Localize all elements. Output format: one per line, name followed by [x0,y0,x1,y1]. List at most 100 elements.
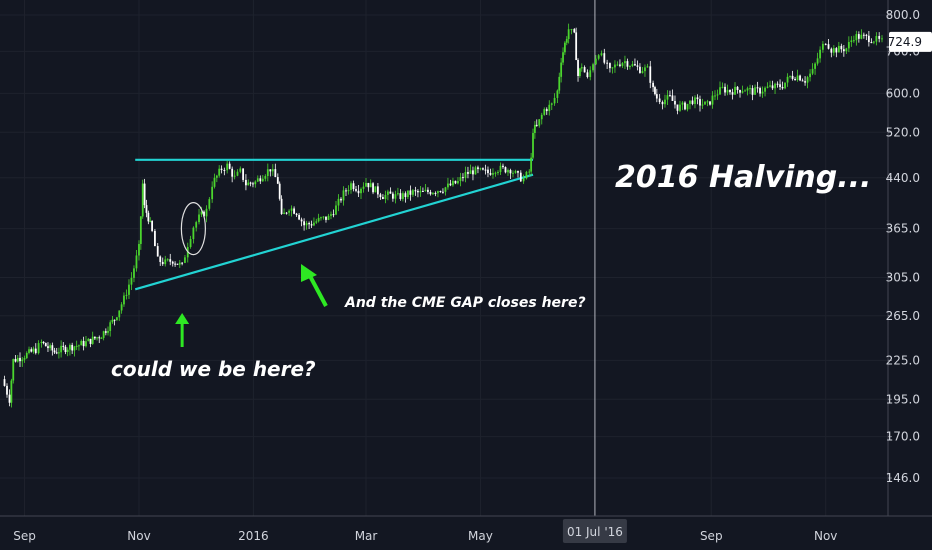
candle-body [16,357,19,362]
candle-body [290,208,293,211]
candle-body [842,49,845,52]
candle-body [669,95,671,97]
candle-body [389,191,392,194]
candle-body [729,89,731,93]
candle-body [98,337,101,339]
candle-body [600,53,603,56]
candle-body [21,359,24,362]
candle-body [573,29,576,33]
here-annotation: could we be here? [111,357,316,381]
candle-body [335,205,337,215]
candle-body [761,91,764,94]
candle-body [624,61,626,64]
candle-body [694,97,696,104]
candle-body [104,331,107,333]
candle-body [804,81,806,83]
candle-body [6,385,8,395]
candle-body [102,331,105,338]
candle-body [362,186,365,189]
candle-body [689,100,691,104]
candle-body [417,190,419,193]
candles [3,23,883,408]
price-tick-label: 800.0 [886,8,920,22]
candle-body [776,83,779,85]
candle-body [766,86,769,88]
candle-body [12,359,15,381]
candle-body [487,169,489,174]
candle-body [8,394,11,403]
candle-body [855,34,858,41]
candle-body [256,178,259,182]
candle-body [499,165,502,172]
candle-body [771,85,774,89]
candle-body [30,349,33,352]
candle-body [589,70,592,78]
candle-body [609,63,611,69]
candle-body [303,221,305,226]
candle-body [220,168,223,170]
candle-body [661,102,664,105]
time-tick-label: Sep [13,529,36,543]
candle-body [164,259,167,265]
candle-body [655,94,658,99]
candle-body [347,189,350,192]
candle-body [444,187,447,192]
candle-body [577,59,579,77]
candle-body [372,183,374,193]
candle-body [399,193,402,199]
candle-body [545,109,548,112]
candle-body [751,88,754,95]
candle-body [522,178,525,182]
candle-body [679,104,681,111]
highlight-ellipse [180,202,206,256]
time-tick-label: Mar [355,529,378,543]
candle-body [482,168,484,170]
candle-body [548,104,551,112]
candle-body [616,64,619,66]
candle-body [457,181,459,184]
candle-body [261,178,264,182]
candle-body [135,255,138,269]
candle-body [701,104,704,106]
time-axis[interactable]: Sep Nov 2016 Mar May Sep Nov 01 Jul '16 [0,515,932,543]
candle-body [23,358,26,360]
candle-body [459,177,462,182]
candle-body [213,177,216,187]
candle-body [125,294,128,296]
candle-body [28,349,30,353]
candle-body [652,82,654,88]
candle-body [504,167,507,173]
candle-body [507,170,509,173]
candle-body [295,213,298,215]
candle-body [73,346,76,351]
candle-body [139,216,142,244]
candle-body [567,29,570,40]
price-tick-label: 600.0 [886,86,920,100]
candle-body [525,171,528,179]
candle-body [837,45,840,53]
price-axis[interactable]: 146.0 170.0 195.0 225.0 265.0 305.0 365.0 440.0… [886,0,932,516]
candle-body [704,101,706,105]
candle-body [847,42,850,49]
up-arrow-head [175,313,190,324]
candle-body [674,100,676,105]
candle-body [69,344,71,350]
candle-body [60,345,63,353]
candle-body [25,352,28,359]
candle-body [538,119,541,126]
candle-body [365,182,367,187]
candle-body [437,191,439,194]
candle-body [759,88,761,94]
candle-body [781,86,784,89]
candle-body [350,183,352,190]
candle-body [404,193,407,198]
candle-body [414,190,417,192]
candle-body [107,330,109,333]
candle-body [205,208,208,217]
candle-body [744,90,746,92]
candle-body [233,175,236,177]
candle-body [734,86,736,95]
candle-body [556,90,559,98]
candle-body [666,95,669,100]
